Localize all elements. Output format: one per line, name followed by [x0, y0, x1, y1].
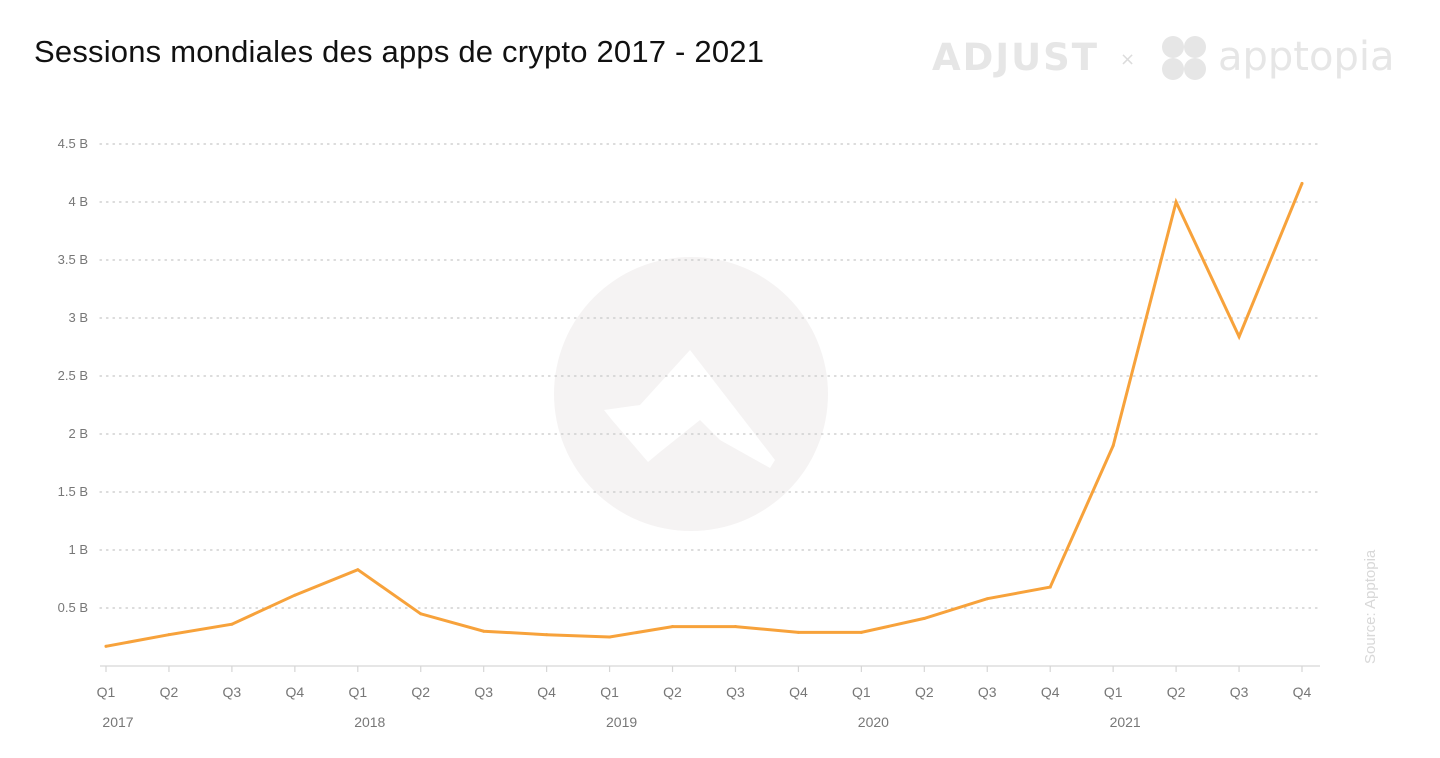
data-point [1174, 200, 1178, 204]
y-tick-label: 4.5 B [58, 136, 88, 151]
data-point [1300, 181, 1304, 185]
data-point [419, 612, 423, 616]
times-sign: × [1120, 49, 1136, 70]
x-year-label: 2018 [354, 714, 385, 730]
apptopia-flower-icon [1162, 36, 1206, 80]
data-point [608, 635, 612, 639]
data-point [1048, 585, 1052, 589]
source-note: Source: Apptopia [1362, 549, 1379, 664]
data-point [796, 630, 800, 634]
x-tick-label: Q3 [726, 684, 745, 700]
x-tick-label: Q4 [1041, 684, 1060, 700]
data-point [671, 625, 675, 629]
data-point [167, 633, 171, 637]
data-point [922, 616, 926, 620]
data-point [985, 597, 989, 601]
x-year-label: 2019 [606, 714, 637, 730]
x-tick-label: Q3 [1230, 684, 1249, 700]
x-tick-label: Q1 [600, 684, 619, 700]
data-point [356, 568, 360, 572]
x-tick-label: Q4 [1293, 684, 1312, 700]
x-tick-label: Q3 [978, 684, 997, 700]
y-tick-label: 4 B [68, 194, 88, 209]
x-year-label: 2021 [1110, 714, 1141, 730]
x-tick-label: Q2 [160, 684, 179, 700]
y-tick-label: 3 B [68, 310, 88, 325]
y-tick-label: 0.5 B [58, 600, 88, 615]
data-point [859, 630, 863, 634]
x-tick-label: Q1 [852, 684, 871, 700]
x-tick-label: Q4 [537, 684, 556, 700]
series-line [104, 181, 1304, 648]
data-point [482, 629, 486, 633]
data-point [230, 622, 234, 626]
brand-logos: ADJUST × apptopia [932, 30, 1402, 86]
y-tick-label: 2 B [68, 426, 88, 441]
x-tick-label: Q2 [915, 684, 934, 700]
x-tick-label: Q3 [223, 684, 242, 700]
x-tick-label: Q4 [285, 684, 304, 700]
y-tick-label: 3.5 B [58, 252, 88, 267]
data-point [733, 625, 737, 629]
x-tick-label: Q2 [663, 684, 682, 700]
data-point [293, 593, 297, 597]
x-year-label: 2020 [858, 714, 889, 730]
x-tick-label: Q1 [97, 684, 116, 700]
data-point [104, 644, 108, 648]
y-tick-label: 1.5 B [58, 484, 88, 499]
adjust-logo: ADJUST [932, 36, 1100, 79]
data-point [1111, 444, 1115, 448]
x-tick-label: Q3 [474, 684, 493, 700]
x-year-label: 2017 [102, 714, 133, 730]
adjust-watermark-icon [554, 257, 828, 531]
chart-title: Sessions mondiales des apps de crypto 20… [34, 34, 765, 69]
x-tick-label: Q1 [1104, 684, 1123, 700]
y-tick-label: 2.5 B [58, 368, 88, 383]
y-tick-label: 1 B [68, 542, 88, 557]
data-point [1237, 335, 1241, 339]
x-tick-label: Q2 [1167, 684, 1186, 700]
apptopia-logo: apptopia [1218, 34, 1395, 80]
x-tick-label: Q4 [789, 684, 808, 700]
data-point [545, 633, 549, 637]
x-tick-label: Q1 [348, 684, 367, 700]
x-tick-label: Q2 [411, 684, 430, 700]
